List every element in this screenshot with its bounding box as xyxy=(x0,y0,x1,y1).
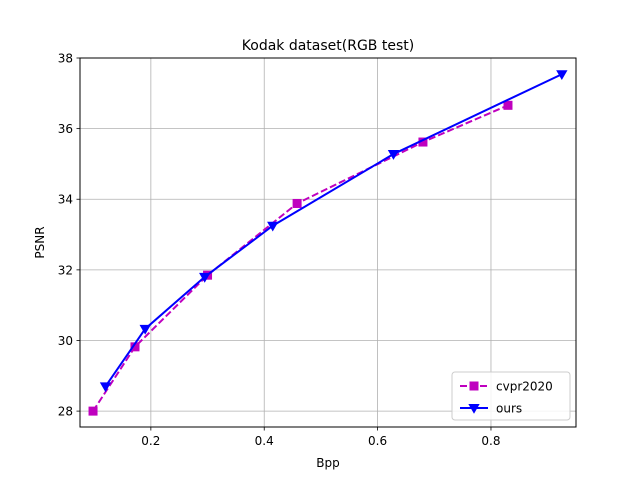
data-point-ours xyxy=(139,324,151,335)
y-tick-label: 36 xyxy=(58,122,73,136)
legend-label-cvpr2020: cvpr2020 xyxy=(496,380,553,394)
chart-title: Kodak dataset(RGB test) xyxy=(242,38,414,54)
plot-area-frame xyxy=(79,57,577,428)
y-tick-label: 30 xyxy=(58,334,73,348)
series-layer xyxy=(88,70,568,416)
x-tick-label: 0.6 xyxy=(368,434,387,448)
y-tick-label: 32 xyxy=(58,263,73,277)
data-point-ours xyxy=(99,382,112,393)
x-tick-label: 0.2 xyxy=(141,434,160,448)
y-tick-label: 34 xyxy=(58,193,73,207)
legend-marker-ours xyxy=(468,404,480,414)
y-tick-label: 38 xyxy=(58,52,73,66)
x-axis-ticks: 0.2 0.4 0.6 0.8 xyxy=(141,427,501,448)
data-point-cvpr2020 xyxy=(292,198,302,208)
y-axis-label: PSNR xyxy=(33,226,47,258)
legend: cvpr2020 ours xyxy=(451,371,571,421)
data-point-cvpr2020 xyxy=(88,406,98,416)
data-point-ours xyxy=(199,272,211,283)
x-tick-label: 0.8 xyxy=(481,434,500,448)
x-axis-label: Bpp xyxy=(316,456,339,470)
data-point-cvpr2020 xyxy=(503,100,513,110)
series-line-cvpr2020 xyxy=(92,104,509,412)
series-ours xyxy=(99,70,568,393)
data-point-ours xyxy=(556,70,568,81)
legend-label-ours: ours xyxy=(496,402,522,416)
data-point-ours xyxy=(387,150,400,160)
series-line-ours xyxy=(104,73,563,387)
y-tick-label: 28 xyxy=(58,405,73,419)
data-point-ours xyxy=(267,221,279,232)
y-axis-ticks: 28 30 32 34 36 38 xyxy=(58,52,80,419)
legend-marker-cvpr2020 xyxy=(469,381,479,391)
x-tick-label: 0.4 xyxy=(255,434,274,448)
